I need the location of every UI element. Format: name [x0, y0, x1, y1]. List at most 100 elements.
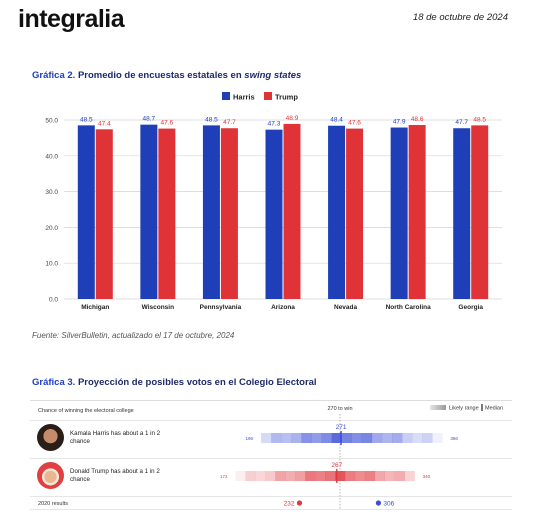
data-label-trump: 47.7 [223, 119, 236, 126]
ec-title: Chance of winning the electoral college [38, 408, 134, 414]
range-segment-trump [235, 471, 246, 481]
range-max-label: 340 [423, 474, 431, 479]
figure3-number: Gráfica 3. [32, 377, 76, 388]
range-segment-trump [335, 471, 346, 481]
y-tick-label: 0.0 [49, 297, 58, 304]
y-tick-label: 20.0 [45, 225, 58, 232]
threshold-label: 270 to win [327, 406, 352, 412]
result-2020-trump-dot [296, 500, 303, 506]
legend-range-swatch [436, 405, 438, 410]
bar-trump [408, 125, 426, 300]
harris-row: Kamala Harris has about a 1 in 2 chance [30, 420, 512, 456]
range-segment-harris [271, 433, 282, 443]
range-segment-harris [371, 433, 383, 443]
trump-label: Donald Trump has about a 1 in 2 chance [70, 468, 160, 483]
ec-header: Chance of winning the electoral college [30, 400, 512, 420]
bar-harris [328, 125, 346, 299]
legend-label-trump: Trump [275, 93, 298, 102]
data-label-harris: 47.9 [393, 119, 406, 126]
range-segment-trump [394, 471, 405, 481]
range-segment-trump [305, 471, 316, 481]
range-segment-harris [341, 433, 352, 443]
range-max-label: 366 [450, 436, 458, 441]
y-tick-label: 10.0 [45, 261, 58, 268]
range-segment-harris [351, 433, 363, 443]
median-label-trump: 267 [331, 462, 342, 469]
data-label-trump: 48.9 [286, 115, 299, 122]
data-label-trump: 47.6 [161, 120, 174, 127]
range-segment-trump [245, 471, 256, 481]
range-segment-harris [301, 433, 312, 443]
legend-range-swatch [438, 405, 440, 410]
range-segment-trump [354, 471, 366, 481]
figure2-title: Gráfica 2. Promedio de encuestas estatal… [32, 70, 301, 81]
bar-harris [453, 128, 471, 299]
data-label-trump: 48.6 [411, 116, 424, 123]
range-segment-trump [255, 471, 266, 481]
range-min-label: 172 [220, 474, 228, 479]
data-label-harris: 48.5 [205, 116, 218, 123]
y-tick-label: 40.0 [45, 153, 58, 160]
range-segment-trump [295, 471, 306, 481]
range-segment-harris [412, 433, 423, 443]
legend-label-harris: Harris [233, 93, 255, 102]
figure2-title-main: Promedio de encuestas estatales en [77, 70, 245, 81]
range-segment-trump [325, 471, 336, 481]
results-2020-row: 2020 results [30, 496, 512, 510]
bar-harris [77, 125, 95, 299]
figure3-title-main: Proyección de posibles votos en el Coleg… [77, 377, 317, 388]
data-label-trump: 48.5 [473, 116, 486, 123]
median-label-harris: 271 [336, 424, 347, 431]
range-segment-trump [265, 471, 276, 481]
bar-harris [265, 129, 283, 299]
data-label-harris: 47.7 [455, 119, 468, 126]
range-segment-harris [361, 433, 373, 443]
range-segment-harris [321, 433, 332, 443]
range-segment-trump [275, 471, 286, 481]
x-tick-label: Michigan [81, 304, 109, 311]
swing-states-bar-chart: Harris Trump 0.0 10.0 20.0 30.0 40.0 50.0 48.5 47… [45, 92, 502, 311]
data-label-harris: 48.7 [143, 116, 156, 123]
legend-range-swatch [444, 405, 446, 410]
legend-range-swatch [430, 405, 432, 410]
range-segment-harris [422, 433, 433, 443]
bar-trump [471, 125, 489, 299]
range-segment-harris [261, 433, 272, 443]
x-tick-label: Georgia [458, 304, 483, 311]
range-segment-trump [404, 471, 415, 481]
harris-label: Kamala Harris has about a 1 in 2 chance [70, 430, 161, 445]
data-label-trump: 47.4 [98, 120, 111, 127]
figure2-number: Gráfica 2. [32, 70, 76, 81]
electoral-college-chart: Chance of winning the electoral college … [30, 400, 512, 524]
ec-range-svg: 270 to win Likely range Median 271 196 366 267… [220, 404, 503, 510]
bar-trump [220, 128, 238, 299]
x-tick-label: Wisconsin [142, 304, 174, 311]
legend-median-label: Median [485, 406, 503, 412]
figure3-title: Gráfica 3. Proyección de posibles votos … [32, 377, 317, 388]
range-segment-trump [384, 471, 395, 481]
range-segment-trump [285, 471, 296, 481]
legend-swatch-trump [264, 92, 272, 100]
data-label-trump: 47.6 [348, 120, 361, 127]
legend-range-swatch [434, 405, 436, 410]
bar-trump [95, 129, 113, 299]
legend-swatch-harris [222, 92, 230, 100]
range-segment-harris [291, 433, 302, 443]
result-2020-harris-label: 306 [383, 501, 394, 508]
harris-avatar [37, 424, 64, 451]
bar-harris [202, 125, 220, 299]
x-tick-label: Nevada [334, 304, 358, 311]
legend-range-label: Likely range [449, 406, 479, 412]
range-segment-harris [281, 433, 292, 443]
range-segment-harris [402, 433, 413, 443]
range-segment-harris [311, 433, 322, 443]
range-min-label: 196 [246, 436, 254, 441]
bar-trump [158, 128, 176, 299]
legend-range-swatch [440, 405, 442, 410]
report-date: 18 de octubre de 2024 [412, 12, 508, 23]
figure2-title-italic: swing states [244, 70, 302, 81]
data-label-harris: 48.5 [80, 116, 93, 123]
bar-harris [140, 124, 158, 300]
range-segment-trump [374, 471, 385, 481]
x-tick-label: North Carolina [386, 304, 432, 311]
